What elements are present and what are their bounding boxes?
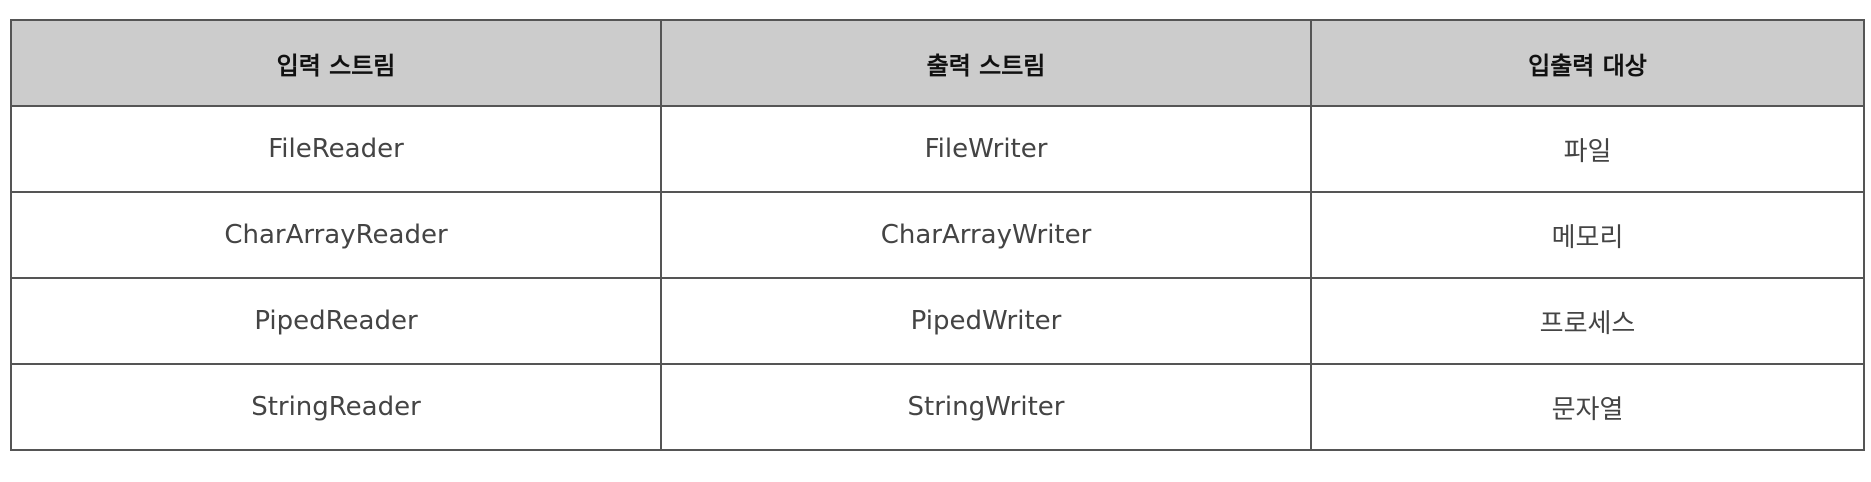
table-row: PipedReader PipedWriter 프로세스 [10, 277, 1865, 365]
table-row: CharArrayReader CharArrayWriter 메모리 [10, 191, 1865, 279]
cell-output-stream: StringWriter [660, 363, 1312, 451]
stream-table-container: 입력 스트림 출력 스트림 입출력 대상 FileReader FileWrit… [10, 19, 1865, 451]
cell-input-stream: PipedReader [10, 277, 662, 365]
stream-class-table: 입력 스트림 출력 스트림 입출력 대상 FileReader FileWrit… [10, 19, 1865, 451]
cell-io-target: 문자열 [1310, 363, 1865, 451]
cell-input-stream: StringReader [10, 363, 662, 451]
table-header-row: 입력 스트림 출력 스트림 입출력 대상 [10, 19, 1865, 107]
header-input-stream: 입력 스트림 [10, 19, 662, 107]
cell-input-stream: CharArrayReader [10, 191, 662, 279]
cell-output-stream: FileWriter [660, 105, 1312, 193]
cell-output-stream: CharArrayWriter [660, 191, 1312, 279]
table-row: StringReader StringWriter 문자열 [10, 363, 1865, 451]
header-output-stream: 출력 스트림 [660, 19, 1312, 107]
header-io-target: 입출력 대상 [1310, 19, 1865, 107]
cell-io-target: 프로세스 [1310, 277, 1865, 365]
cell-output-stream: PipedWriter [660, 277, 1312, 365]
cell-io-target: 파일 [1310, 105, 1865, 193]
cell-input-stream: FileReader [10, 105, 662, 193]
cell-io-target: 메모리 [1310, 191, 1865, 279]
table-row: FileReader FileWriter 파일 [10, 105, 1865, 193]
